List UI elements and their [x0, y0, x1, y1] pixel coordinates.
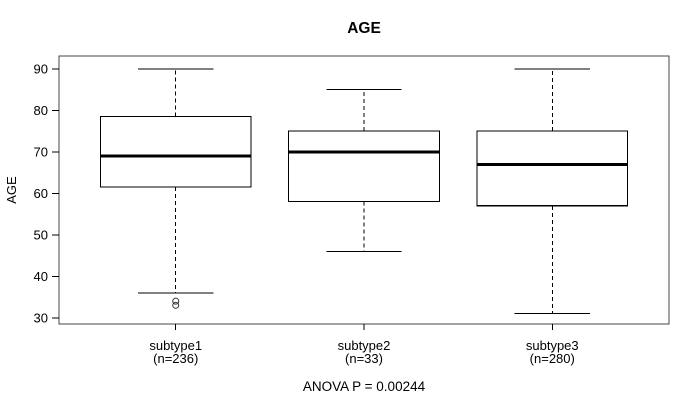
y-tick-label-50: 50	[34, 227, 48, 242]
y-tick-label-70: 70	[34, 144, 48, 159]
y-tick-label-80: 80	[34, 103, 48, 118]
chart-title: AGE	[347, 20, 381, 37]
x-label-subtype3: subtype3	[526, 338, 579, 353]
box-subtype2	[288, 130, 440, 203]
x-sublabel-subtype1: (n=236)	[153, 351, 198, 366]
plot-area: 30405060708090subtype1(n=236)subtype2(n=…	[34, 55, 670, 366]
y-tick-label-30: 30	[34, 310, 48, 325]
x-sublabel-subtype3: (n=280)	[530, 351, 575, 366]
y-tick-label-90: 90	[34, 61, 48, 76]
x-label-subtype2: subtype2	[338, 338, 391, 353]
x-sublabel-subtype2: (n=33)	[345, 351, 383, 366]
box-subtype1	[99, 116, 252, 188]
x-label-subtype1: subtype1	[149, 338, 202, 353]
outlier-subtype1-1	[172, 301, 180, 309]
y-tick-label-60: 60	[34, 186, 48, 201]
anova-caption: ANOVA P = 0.00244	[303, 379, 426, 394]
y-tick-label-40: 40	[34, 269, 48, 284]
y-axis-title: AGE	[4, 176, 19, 204]
box-subtype3	[476, 130, 629, 207]
outlier-subtype1-0	[172, 297, 180, 305]
